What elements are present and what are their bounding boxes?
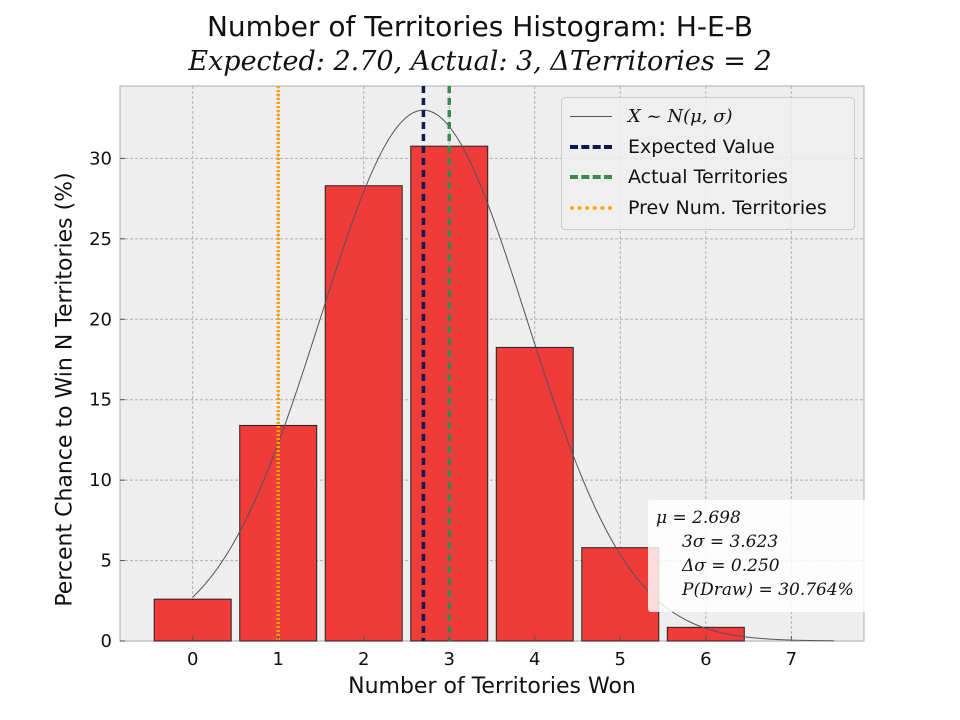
chart-title: Number of Territories Histogram: H-E-B <box>206 10 753 43</box>
y-tick-label-30: 30 <box>89 148 112 169</box>
x-tick-label-4: 4 <box>529 649 540 670</box>
normal-curve <box>192 109 835 642</box>
legend-label-expected: Expected Value <box>628 136 775 158</box>
bar-0 <box>153 598 232 642</box>
y-tick-label-10: 10 <box>89 470 112 491</box>
bars <box>153 145 745 642</box>
y-tick-label-15: 15 <box>89 390 112 411</box>
legend-entry-expected: Expected Value <box>570 134 775 160</box>
bar-5 <box>581 547 660 642</box>
bar-2 <box>324 185 403 642</box>
x-axis-ticks: 0 1 2 3 4 5 6 7 <box>187 636 797 670</box>
y-tick-label-20: 20 <box>89 309 112 330</box>
legend-swatch-prev <box>570 206 612 210</box>
stat-three-sigma: 3σ = 3.623 <box>682 532 779 552</box>
legend-entry-normal: X ~ N(μ, σ) <box>570 103 733 129</box>
x-tick-label-5: 5 <box>615 649 626 670</box>
bar-1 <box>239 424 318 642</box>
legend-label-actual: Actual Territories <box>628 166 788 188</box>
x-tick-label-2: 2 <box>358 649 369 670</box>
stat-mu: μ = 2.698 <box>656 508 741 528</box>
legend: X ~ N(μ, σ) Expected Value Actual Territ… <box>561 97 855 230</box>
x-tick-label-3: 3 <box>444 649 455 670</box>
legend-entry-prev: Prev Num. Territories <box>570 195 827 221</box>
y-tick-label-0: 0 <box>101 631 112 652</box>
x-tick-label-6: 6 <box>700 649 711 670</box>
x-tick-label-0: 0 <box>187 649 198 670</box>
y-tick-label-5: 5 <box>101 551 112 572</box>
x-tick-label-7: 7 <box>786 649 797 670</box>
legend-swatch-expected <box>570 145 612 149</box>
legend-label-normal: X ~ N(μ, σ) <box>628 105 733 127</box>
x-tick-label-1: 1 <box>272 649 283 670</box>
stats-box: μ = 2.698 3σ = 3.623 Δσ = 0.250 P(Draw) … <box>648 500 872 612</box>
y-axis-ticks: 0 5 10 15 20 25 30 <box>89 148 125 652</box>
bar-4 <box>495 346 574 642</box>
chart-subtitle: Expected: 2.70, Actual: 3, ΔTerritories … <box>188 46 772 77</box>
stat-delta-sigma: Δσ = 0.250 <box>682 556 780 576</box>
legend-entry-actual: Actual Territories <box>570 164 788 190</box>
reference-lines <box>276 86 451 641</box>
legend-label-prev: Prev Num. Territories <box>628 197 827 219</box>
legend-swatch-normal <box>570 115 612 117</box>
y-axis-label: Percent Chance to Win N Territories (%) <box>52 172 78 607</box>
legend-swatch-actual <box>570 175 612 179</box>
stat-p-draw: P(Draw) = 30.764% <box>682 580 854 600</box>
y-tick-label-25: 25 <box>89 229 112 250</box>
normal-curve-layer <box>192 109 835 642</box>
x-axis-label: Number of Territories Won <box>348 674 636 699</box>
